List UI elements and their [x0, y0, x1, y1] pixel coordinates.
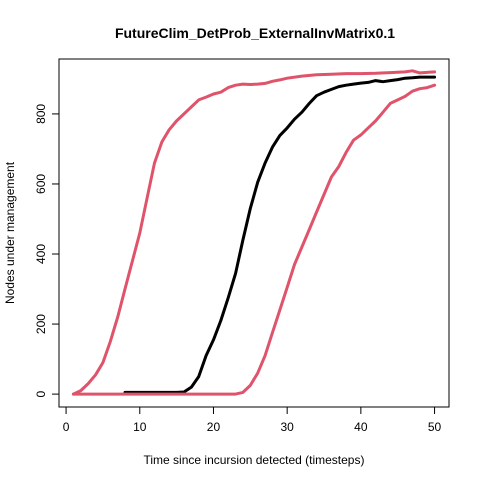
x-axis-label: Time since incursion detected (timesteps… [144, 453, 365, 467]
x-tick-label: 20 [207, 420, 221, 434]
series-layer [71, 69, 437, 396]
chart-title: FutureClim_DetProb_ExternalInvMatrix0.1 [115, 25, 395, 41]
x-tick-label: 40 [354, 420, 368, 434]
y-axis-label: Nodes under management [3, 161, 17, 304]
x-axis: 0 10 20 30 40 50 [63, 406, 442, 434]
y-tick-label: 400 [34, 244, 48, 264]
series-line-3 [71, 83, 437, 396]
x-tick-label: 30 [280, 420, 294, 434]
y-tick-label: 200 [34, 314, 48, 334]
x-tick-label: 50 [428, 420, 442, 434]
y-tick-label: 0 [34, 390, 48, 397]
x-tick-label: 10 [133, 420, 147, 434]
y-tick-label: 800 [34, 104, 48, 124]
x-tick-label: 0 [63, 420, 70, 434]
y-axis: 0 200 400 600 800 [34, 104, 60, 397]
y-tick-label: 600 [34, 174, 48, 194]
series-line-1 [71, 69, 437, 396]
series-line-2 [123, 75, 437, 394]
